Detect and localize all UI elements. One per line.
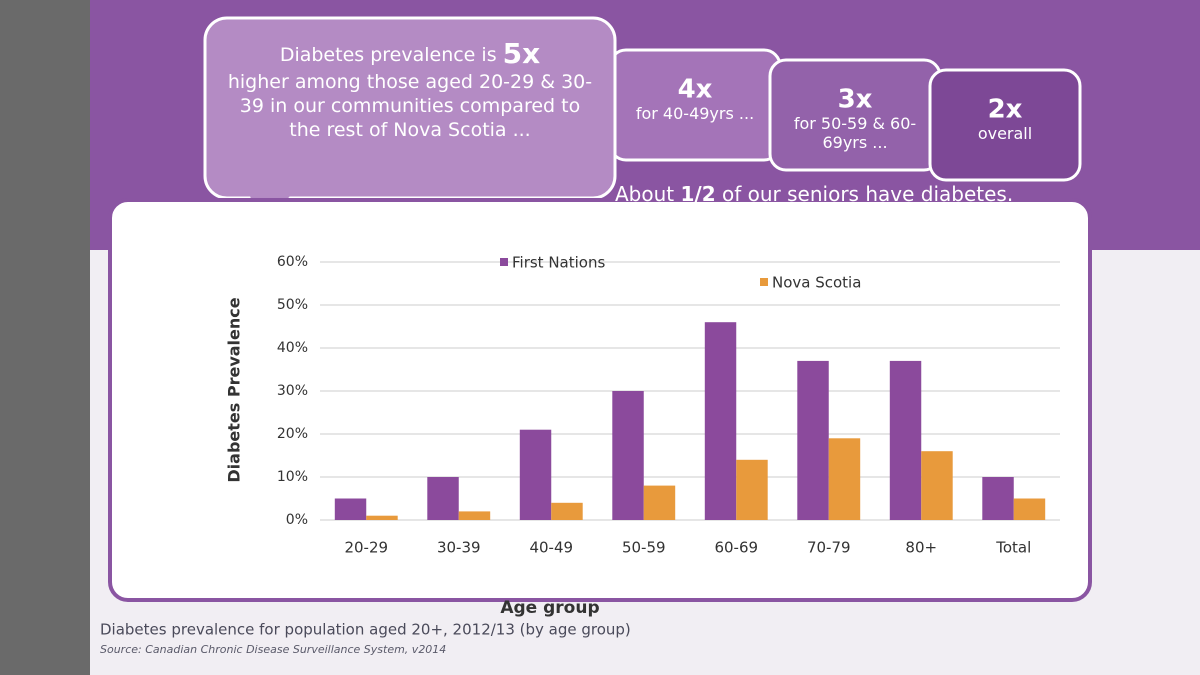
y-tick-label: 30%	[277, 383, 308, 399]
box-text: for 50-59 & 60-69yrs ...	[793, 114, 917, 152]
callout-wrap: higher among those aged 20-29 & 30-39 in…	[227, 71, 593, 141]
bar	[612, 391, 644, 520]
bar	[551, 502, 583, 520]
y-tick-label: 10%	[277, 469, 308, 485]
box-wrap: for 40-49yrs ...	[635, 104, 755, 123]
bar	[458, 511, 491, 520]
box-wrap: for 50-59 & 60-69yrs ...	[793, 114, 917, 152]
source: Source: Canadian Chronic Disease Surveil…	[100, 643, 446, 656]
y-tick-label: 20%	[277, 426, 308, 442]
bar	[736, 459, 768, 520]
bar	[366, 515, 398, 520]
box-text: overall	[977, 124, 1033, 143]
callout-text: Diabetes prevalence is 5x	[280, 37, 540, 70]
box-emphasis: 3x	[838, 85, 873, 115]
bar	[828, 438, 861, 520]
text: Diabetes prevalence is	[280, 44, 497, 66]
box-wrap: overall	[977, 124, 1033, 143]
x-tick-label: 40-49	[529, 539, 573, 557]
legend-swatch	[500, 258, 508, 266]
bar	[427, 477, 459, 520]
bar	[797, 360, 829, 520]
y-tick-label: 50%	[277, 297, 308, 313]
callout-rest: higher among those aged 20-29 & 30-39 in…	[227, 71, 593, 141]
x-tick-label: 80+	[905, 539, 937, 557]
legend-label: First Nations	[512, 254, 605, 272]
bar	[982, 477, 1014, 520]
bar	[334, 498, 367, 520]
box-emphasis: 4x	[678, 75, 713, 105]
bar	[889, 360, 922, 520]
emphasis: 1/2	[681, 182, 716, 206]
x-tick-label: 20-29	[344, 539, 388, 557]
y-tick-label: 60%	[277, 254, 308, 270]
emphasis: 5x	[503, 37, 541, 70]
x-tick-label: 60-69	[714, 539, 758, 557]
box-text: for 40-49yrs ...	[635, 104, 755, 123]
x-tick-label: 70-79	[807, 539, 851, 557]
x-tick-label: Total	[995, 539, 1031, 557]
caption: Diabetes prevalence for population aged …	[100, 621, 631, 639]
text: of our seniors have diabetes.	[722, 182, 1013, 206]
x-tick-label: 30-39	[437, 539, 481, 557]
bar	[704, 322, 737, 520]
x-axis-label: Age group	[500, 598, 599, 618]
text: About	[615, 182, 674, 206]
seniors-text: About 1/2 of our seniors have diabetes.	[615, 182, 1013, 206]
box-emphasis: 2x	[988, 95, 1023, 125]
y-tick-label: 40%	[277, 340, 308, 356]
bar	[643, 485, 676, 520]
legend-label: Nova Scotia	[772, 274, 861, 292]
bar	[921, 451, 953, 520]
bar	[519, 429, 552, 520]
x-tick-label: 50-59	[622, 539, 666, 557]
bar	[1013, 498, 1046, 520]
box	[928, 68, 1082, 182]
y-axis-label: Diabetes Prevalence	[225, 297, 244, 482]
y-tick-label: 0%	[286, 512, 308, 528]
legend-swatch	[760, 278, 768, 286]
